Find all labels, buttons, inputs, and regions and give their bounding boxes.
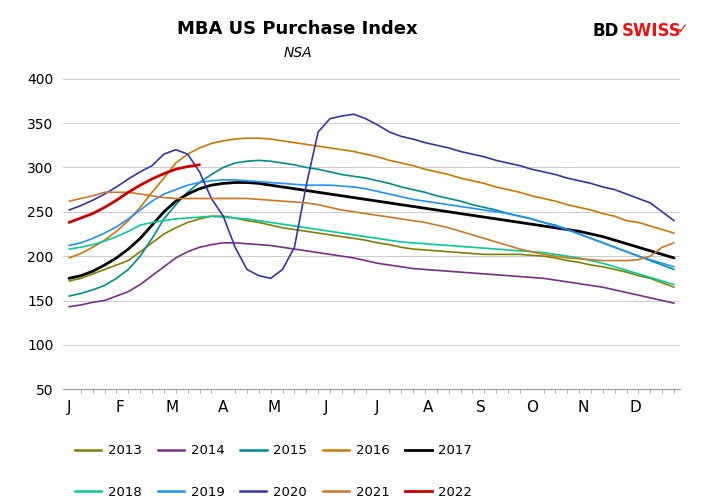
Legend: 2018, 2019, 2020, 2021, 2022: 2018, 2019, 2020, 2021, 2022 [69,481,477,499]
Text: BD: BD [592,22,619,40]
Text: SWISS: SWISS [622,22,681,40]
Text: NSA: NSA [283,46,312,60]
Text: MBA US Purchase Index: MBA US Purchase Index [177,20,418,38]
Text: ✓: ✓ [676,22,688,36]
